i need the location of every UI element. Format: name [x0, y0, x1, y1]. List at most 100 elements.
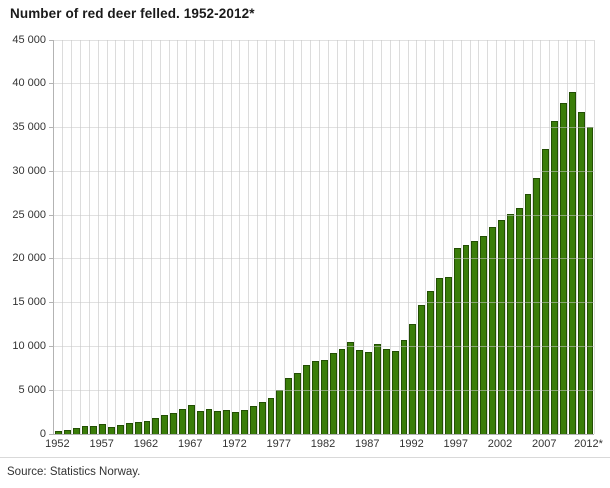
vertical-gridline [425, 40, 427, 434]
vertical-gridline [531, 40, 533, 434]
vertical-gridline [460, 40, 462, 434]
vertical-gridline [257, 40, 259, 434]
bar-1953 [63, 430, 71, 434]
bar-1986 [356, 349, 364, 434]
bar-1964 [161, 415, 169, 434]
y-axis-tick-mark [49, 345, 53, 347]
vertical-gridline [133, 40, 135, 434]
bar-1996 [444, 277, 452, 434]
x-axis-tick-label: 1972 [222, 438, 247, 450]
bar-1967 [187, 405, 195, 434]
bar-1975 [258, 402, 266, 434]
y-axis-tick-label: 10 000 [12, 339, 46, 352]
bar-2005 [524, 194, 532, 434]
vertical-gridline [319, 40, 321, 434]
vertical-gridline [115, 40, 117, 434]
vertical-gridline [248, 40, 250, 434]
vertical-gridline [372, 40, 374, 434]
vertical-gridline [451, 40, 453, 434]
y-axis-tick-mark [49, 258, 53, 260]
bar-1988 [373, 343, 381, 434]
vertical-gridline [283, 40, 285, 434]
vertical-gridline [336, 40, 338, 434]
bar-1974 [249, 405, 257, 434]
vertical-gridline [195, 40, 197, 434]
vertical-gridline [566, 40, 568, 434]
vertical-gridline [177, 40, 179, 434]
bar-1968 [196, 410, 204, 434]
vertical-gridline [301, 40, 303, 434]
y-axis-tick-label: 35 000 [12, 121, 46, 134]
vertical-gridline [593, 40, 595, 434]
bar-1983 [329, 352, 337, 434]
x-axis-tick-label: 1957 [89, 438, 114, 450]
bar-1997 [453, 248, 461, 434]
vertical-gridline [106, 40, 108, 434]
bar-2001 [489, 227, 496, 434]
vertical-gridline [381, 40, 383, 434]
bar-1972 [232, 412, 240, 434]
horizontal-gridline [54, 127, 594, 129]
bar-series [54, 40, 594, 434]
x-axis-tick-label: 1962 [133, 438, 159, 450]
horizontal-gridline [54, 83, 594, 85]
bar-1985 [347, 342, 355, 434]
plot-area [53, 39, 595, 435]
vertical-gridline [434, 40, 436, 434]
bar-1999 [471, 241, 479, 434]
bar-1960 [125, 423, 133, 434]
y-axis-tick-mark [49, 83, 53, 85]
y-axis-tick-label: 45 000 [12, 33, 46, 46]
bar-1969 [205, 409, 213, 434]
bar-1990 [391, 350, 399, 434]
bar-1956 [90, 426, 98, 434]
y-axis-tick-label: 0 [39, 427, 46, 440]
bar-1957 [99, 424, 107, 434]
vertical-gridline [496, 40, 498, 434]
bar-1963 [152, 418, 160, 434]
vertical-gridline [212, 40, 214, 434]
vertical-gridline [274, 40, 276, 434]
bar-1993 [418, 305, 426, 434]
bar-2003 [506, 214, 514, 434]
vertical-gridline [398, 40, 400, 434]
x-axis-tick-label: 1982 [310, 438, 336, 450]
x-axis-tick-label: 1952 [45, 438, 70, 450]
bar-1958 [108, 427, 116, 434]
vertical-gridline [513, 40, 515, 434]
vertical-gridline [363, 40, 365, 434]
vertical-gridline [168, 40, 170, 434]
horizontal-gridline [54, 258, 594, 260]
bar-2007 [542, 149, 550, 434]
vertical-gridline [71, 40, 73, 434]
bar-1977 [276, 389, 284, 434]
y-axis-tick-mark [49, 389, 53, 391]
y-axis-tick-label: 20 000 [12, 252, 46, 265]
bar-1970 [214, 411, 222, 434]
y-axis-tick-label: 5 000 [18, 383, 46, 396]
bar-1976 [267, 397, 275, 434]
bar-2009 [559, 103, 567, 434]
x-axis-tick-label: 1997 [443, 438, 469, 450]
bar-1954 [72, 428, 80, 434]
vertical-gridline [549, 40, 551, 434]
vertical-gridline [159, 40, 161, 434]
x-axis-tick-label: 2002 [487, 438, 513, 450]
bar-1962 [143, 420, 151, 434]
y-axis-tick-mark [49, 39, 53, 41]
footer-separator-line [0, 457, 610, 458]
y-axis-tick-mark [49, 127, 53, 129]
y-axis-tick-label: 25 000 [12, 208, 46, 221]
vertical-gridline [469, 40, 471, 434]
bar-1971 [223, 410, 231, 434]
vertical-gridline [292, 40, 294, 434]
x-axis-tick-label: 1992 [399, 438, 424, 450]
bar-1979 [294, 372, 302, 434]
bar-1987 [365, 351, 372, 434]
bar-1959 [117, 425, 124, 434]
x-axis-tick-label: 2012* [574, 438, 603, 450]
vertical-gridline [327, 40, 329, 434]
bar-1991 [400, 340, 408, 434]
bar-1992 [409, 323, 417, 434]
